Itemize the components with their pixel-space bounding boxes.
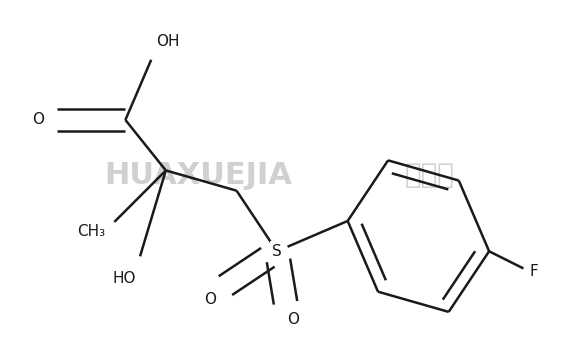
Text: O: O <box>287 312 299 327</box>
Text: F: F <box>530 264 538 279</box>
Text: S: S <box>272 244 282 259</box>
Text: OH: OH <box>156 34 179 49</box>
Text: HO: HO <box>112 271 135 286</box>
Text: O: O <box>33 112 45 127</box>
Text: CH₃: CH₃ <box>77 224 105 239</box>
Text: HUAXUEJIA: HUAXUEJIA <box>104 161 292 190</box>
Text: O: O <box>204 292 217 307</box>
Text: 化学加: 化学加 <box>404 161 454 190</box>
